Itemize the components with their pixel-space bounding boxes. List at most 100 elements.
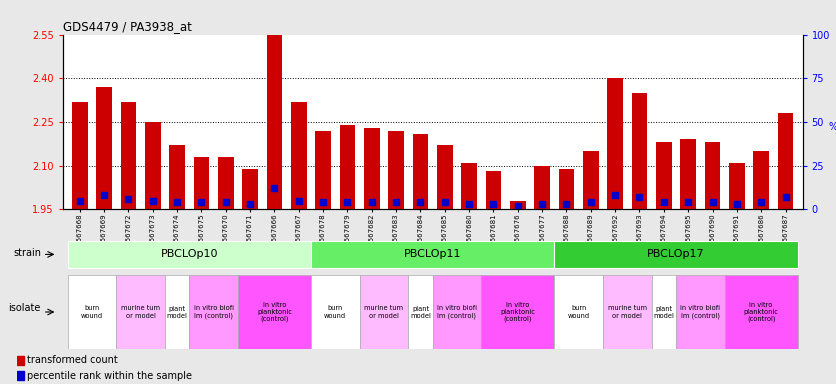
Bar [534, 166, 550, 209]
Point [341, 199, 354, 205]
Bar [116, 275, 165, 349]
Text: strain: strain [13, 248, 41, 258]
Bar [315, 131, 331, 209]
Bar [169, 145, 185, 209]
Point [390, 199, 403, 205]
Point [511, 203, 524, 209]
Y-axis label: %: % [828, 122, 836, 132]
Bar [17, 371, 24, 380]
Point [609, 192, 622, 199]
Point [681, 199, 695, 205]
Bar [165, 275, 189, 349]
Point [73, 197, 86, 204]
Bar [631, 93, 647, 209]
Bar [729, 163, 745, 209]
Point [462, 201, 476, 207]
Point [584, 199, 598, 205]
Bar [583, 151, 599, 209]
Bar [510, 200, 526, 209]
Point [487, 201, 500, 207]
Text: isolate: isolate [8, 303, 41, 313]
Point [730, 201, 743, 207]
Bar [291, 101, 307, 209]
Text: GDS4479 / PA3938_at: GDS4479 / PA3938_at [63, 20, 191, 33]
Point [316, 199, 329, 205]
Point [706, 199, 719, 205]
Bar [656, 142, 672, 209]
Bar [554, 240, 798, 268]
Point [779, 194, 793, 200]
Bar [482, 275, 554, 349]
Bar [705, 142, 721, 209]
Text: in vitro
planktonic
(control): in vitro planktonic (control) [744, 302, 778, 322]
Text: in vitro biofi
lm (control): in vitro biofi lm (control) [194, 305, 233, 319]
Bar [486, 171, 502, 209]
Point [438, 199, 451, 205]
Point [195, 199, 208, 205]
Bar [311, 275, 359, 349]
Bar [68, 275, 116, 349]
Text: in vitro biofi
lm (control): in vitro biofi lm (control) [681, 305, 721, 319]
Point [243, 201, 257, 207]
Text: burn
wound: burn wound [568, 306, 589, 318]
Text: plant
model: plant model [410, 306, 431, 318]
Bar [753, 151, 769, 209]
Bar [603, 275, 652, 349]
Text: plant
model: plant model [654, 306, 675, 318]
Text: plant
model: plant model [166, 306, 187, 318]
Bar [437, 145, 453, 209]
Bar [408, 275, 432, 349]
Bar [433, 275, 482, 349]
Bar [311, 240, 554, 268]
Text: burn
wound: burn wound [324, 306, 346, 318]
Bar [359, 275, 408, 349]
Bar [68, 240, 311, 268]
Point [657, 199, 670, 205]
Bar [607, 78, 623, 209]
Bar [189, 275, 238, 349]
Text: percentile rank within the sample: percentile rank within the sample [27, 371, 192, 381]
Point [268, 185, 281, 191]
Bar [558, 169, 574, 209]
Bar [72, 101, 88, 209]
Bar [676, 275, 725, 349]
Bar [681, 139, 696, 209]
Bar [364, 128, 380, 209]
Bar [725, 275, 798, 349]
Bar [120, 101, 136, 209]
Point [97, 192, 110, 199]
Bar [145, 122, 161, 209]
Bar [554, 275, 603, 349]
Point [755, 199, 768, 205]
Text: transformed count: transformed count [27, 356, 118, 366]
Text: murine tum
or model: murine tum or model [608, 306, 647, 318]
Point [365, 199, 379, 205]
Point [146, 197, 160, 204]
Text: PBCLOp17: PBCLOp17 [647, 249, 705, 260]
Bar [777, 113, 793, 209]
Text: burn
wound: burn wound [81, 306, 103, 318]
Bar [267, 35, 283, 209]
Bar [17, 356, 24, 365]
Point [122, 196, 135, 202]
Text: in vitro
planktonic
(control): in vitro planktonic (control) [501, 302, 535, 322]
Bar [242, 169, 258, 209]
Text: murine tum
or model: murine tum or model [121, 306, 160, 318]
Point [633, 194, 646, 200]
Point [560, 201, 573, 207]
Text: in vitro biofi
lm (control): in vitro biofi lm (control) [437, 305, 477, 319]
Bar [96, 87, 112, 209]
Point [536, 201, 549, 207]
Text: murine tum
or model: murine tum or model [364, 306, 404, 318]
Bar [388, 131, 404, 209]
Bar [218, 157, 234, 209]
Bar [193, 157, 209, 209]
Text: PBCLOp11: PBCLOp11 [404, 249, 461, 260]
Bar [461, 163, 477, 209]
Bar [339, 125, 355, 209]
Bar [412, 134, 428, 209]
Point [292, 197, 305, 204]
Bar [238, 275, 311, 349]
Bar [652, 275, 676, 349]
Point [219, 199, 232, 205]
